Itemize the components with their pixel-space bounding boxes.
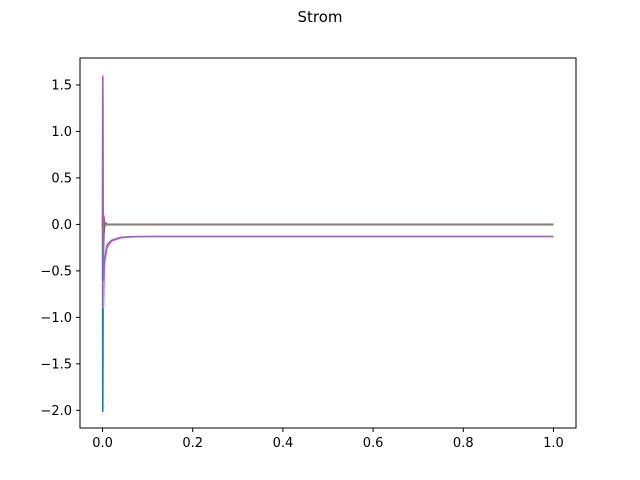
x-axis: 0.0 0.2 0.4 0.6 0.8 1.0 xyxy=(92,428,564,451)
series-line-8 xyxy=(101,76,554,281)
y-tick-label: 1.0 xyxy=(51,125,72,140)
y-tick-label: −2.0 xyxy=(40,404,72,419)
y-tick-label: −1.0 xyxy=(40,311,72,326)
series-layer xyxy=(101,74,554,413)
y-tick-label: −1.5 xyxy=(40,357,72,372)
plot-area: 0.0 0.2 0.4 0.6 0.8 1.0 1.5 1.0 0.5 0.0 −0.5 −1.0 −… xyxy=(40,57,577,451)
axes-background xyxy=(80,58,576,428)
axes-frame xyxy=(79,57,577,429)
x-tick-label: 0.4 xyxy=(273,436,294,451)
chart-title: Strom xyxy=(297,8,342,26)
x-tick-label: 0.6 xyxy=(363,436,384,451)
x-tick-label: 0.8 xyxy=(453,436,474,451)
x-tick-label: 0.2 xyxy=(182,436,203,451)
y-axis: 1.5 1.0 0.5 0.0 −0.5 −1.0 −1.5 −2.0 xyxy=(40,78,80,419)
y-tick-label: 0.5 xyxy=(51,171,72,186)
y-tick-label: −0.5 xyxy=(40,264,72,279)
y-tick-label: 0.0 xyxy=(51,218,72,233)
x-tick-label: 1.0 xyxy=(543,436,564,451)
x-tick-label: 0.0 xyxy=(92,436,113,451)
y-tick-label: 1.5 xyxy=(51,78,72,93)
